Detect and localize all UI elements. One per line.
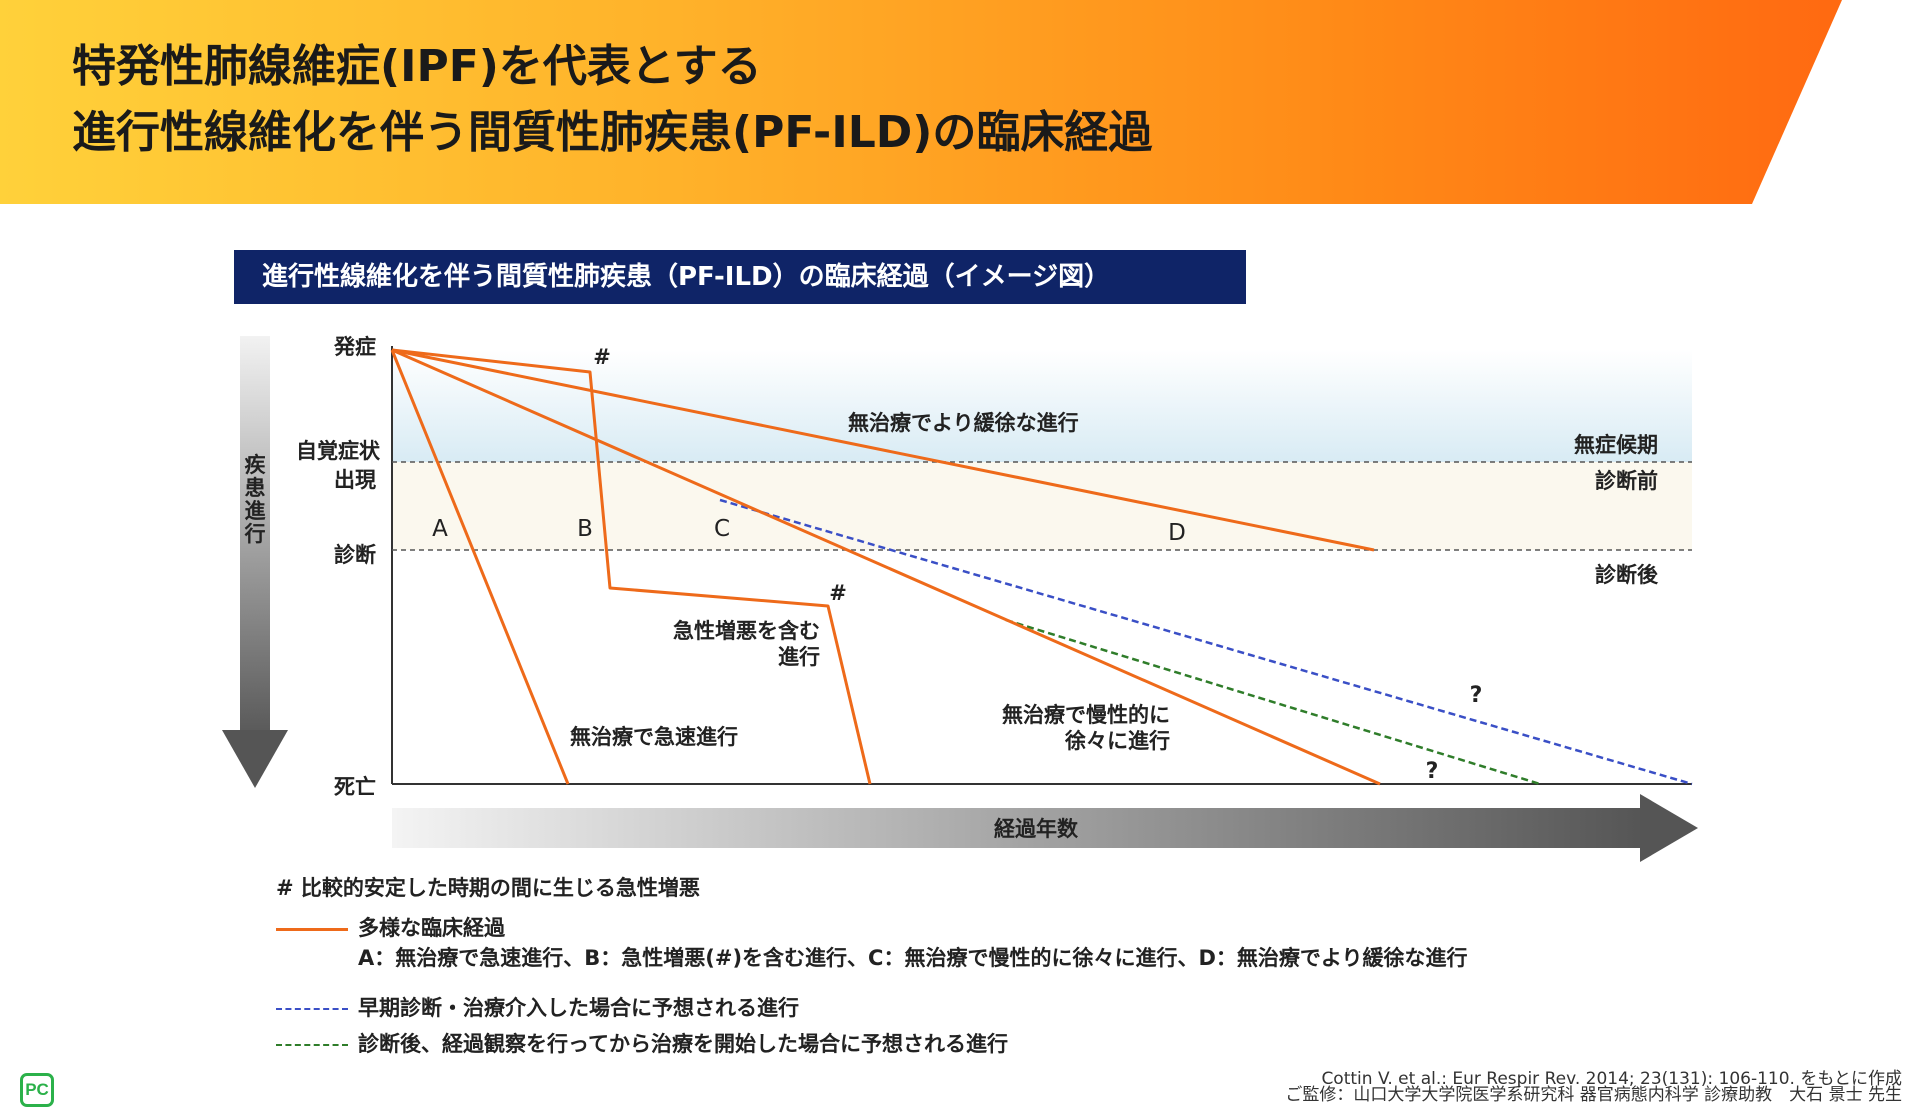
disease-progression-arrow: [222, 336, 288, 788]
legend-blue-row: 早期診断・治療介入した場合に予想される進行: [276, 992, 799, 1022]
early-treatment-course-line: [719, 498, 1693, 786]
course-a-line: [390, 349, 570, 785]
legend-orange-detail: A：無治療で急速進行、B：急性増悪(#)を含む進行、C：無治療で慢性的に徐々に進…: [358, 946, 1468, 970]
legend-orange-swatch: [276, 927, 348, 931]
course-c-description-1: 無治療で慢性的に: [1002, 703, 1170, 727]
legend-orange-label: 多様な臨床経過: [358, 916, 505, 940]
level-onset-label: 発症: [333, 335, 376, 359]
legend-hash-note: # 比較的安定した時期の間に生じる急性増悪: [276, 876, 700, 900]
course-d-letter: D: [1168, 520, 1186, 546]
y-axis-title: 疾患進行: [244, 453, 266, 546]
pre-diagnosis-zone: [392, 462, 1692, 550]
source-line-1: Cottin V. et al.: Eur Respir Rev. 2014; …: [1321, 1069, 1902, 1089]
course-a-description: 無治療で急速進行: [570, 725, 738, 749]
level-diagnosis-label: 診断: [334, 543, 376, 567]
legend-blue-label: 早期診断・治療介入した場合に予想される進行: [358, 996, 799, 1020]
x-axis-title: 経過年数: [994, 817, 1079, 841]
page-title: 特発性肺線維症(IPF)を代表とする 進行性線維化を伴う間質性肺疾患(PF-IL…: [72, 34, 1152, 166]
unknown-marker-1: ?: [1470, 683, 1483, 708]
level-death-label: 死亡: [334, 775, 376, 799]
zone-post-diagnosis-label: 診断後: [1595, 563, 1659, 587]
watchful-waiting-course-line: [1005, 618, 1541, 786]
course-c-letter: C: [714, 516, 730, 542]
course-b-description-1: 急性増悪を含む: [673, 619, 820, 643]
course-c-line: [391, 348, 1381, 786]
legend-orange-row: 多様な臨床経過: [276, 912, 505, 942]
legend-green-row: 診断後、経過観察を行ってから治療を開始した場合に予想される進行: [276, 1028, 1008, 1058]
zone-asymptomatic-label: 無症候期: [1574, 433, 1658, 457]
level-symptom-label-1: 自覚症状: [296, 439, 381, 463]
legend-green-label: 診断後、経過観察を行ってから治療を開始した場合に予想される進行: [358, 1032, 1008, 1056]
hash-marker-2: #: [829, 581, 847, 605]
course-c-description-2: 徐々に進行: [1064, 729, 1170, 753]
zone-pre-diagnosis-label: 診断前: [1595, 469, 1658, 493]
elapsed-years-arrow: [392, 794, 1698, 862]
header-band: [0, 0, 1842, 204]
legend-blue-swatch: [276, 1008, 348, 1010]
asymptomatic-zone: [392, 350, 1692, 462]
course-d-description: 無治療でより緩徐な進行: [848, 411, 1079, 435]
hash-marker-1: #: [593, 345, 611, 369]
course-d-line: [391, 348, 1375, 552]
source-line-2: ご監修：山口大学大学院医学系研究科 器官病態内科学 診療助教 大石 景士 先生: [1285, 1085, 1902, 1105]
level-symptom-label-2: 出現: [334, 468, 376, 492]
page-title-line-1: 特発性肺線維症(IPF)を代表とする: [72, 41, 762, 92]
page-title-line-2: 進行性線維化を伴う間質性肺疾患(PF-ILD)の臨床経過: [72, 107, 1153, 158]
source-citation: Cottin V. et al.: Eur Respir Rev. 2014; …: [1285, 1069, 1902, 1106]
diagram-banner: 進行性線維化を伴う間質性肺疾患（PF-ILD）の臨床経過（イメージ図）: [234, 250, 1246, 304]
course-b-description-2: 進行: [778, 645, 820, 669]
course-b-letter: B: [577, 516, 593, 542]
course-a-letter: A: [432, 516, 448, 542]
course-b-line: [391, 348, 872, 785]
unknown-marker-2: ?: [1426, 759, 1439, 784]
legend-green-swatch: [276, 1044, 348, 1046]
pc-logo: PC: [20, 1073, 54, 1107]
